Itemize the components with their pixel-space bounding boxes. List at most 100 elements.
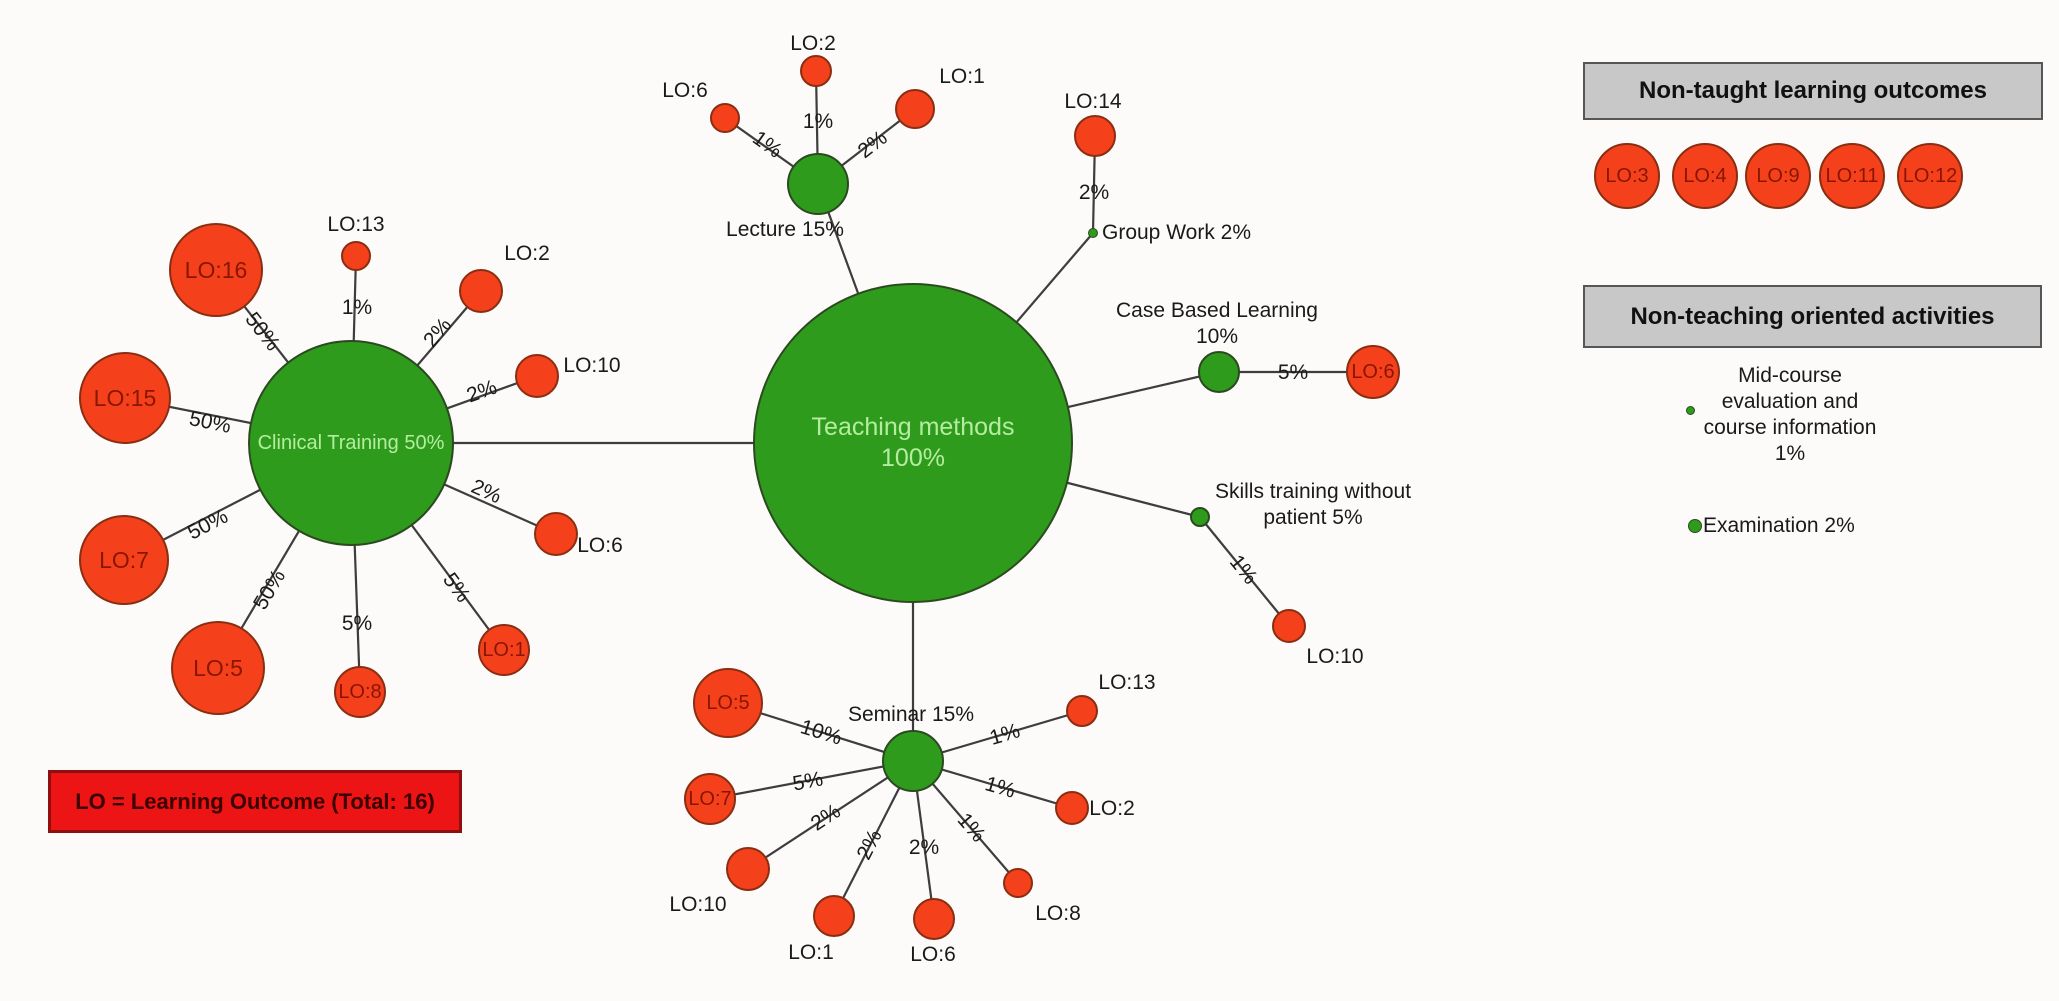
midcourse-dot-icon bbox=[1686, 406, 1695, 415]
midcourse-evaluation-label: Mid-course evaluation and course informa… bbox=[1660, 363, 1920, 467]
lo11-label: LO:11 bbox=[1825, 164, 1879, 187]
node-lo-7-clinical: LO:7 bbox=[79, 515, 169, 605]
lo3-label: LO:3 bbox=[1605, 164, 1649, 187]
label-group-work: Group Work 2% bbox=[1102, 220, 1251, 246]
node-lo-13-seminar bbox=[1066, 695, 1098, 727]
node-teaching-methods-text: 100% bbox=[881, 444, 945, 472]
node-lo-6-case-based: LO:6 bbox=[1346, 345, 1400, 399]
label-lo-1-lecture: LO:1 bbox=[939, 64, 985, 90]
node-seminar bbox=[882, 730, 944, 792]
label-seminar: Seminar 15% bbox=[848, 702, 974, 728]
label-lo-10-clinical: LO:10 bbox=[563, 353, 620, 379]
label-case-based-learning-line: 10% bbox=[1195, 325, 1239, 348]
label-lo-8-seminar-line: LO:8 bbox=[1035, 902, 1081, 925]
midcourse-line-1: Mid-course bbox=[1738, 364, 1842, 387]
examination-label: Examination 2% bbox=[1703, 514, 1855, 537]
node-lo-5-seminar-text: LO:5 bbox=[706, 691, 750, 714]
node-skills-training bbox=[1190, 507, 1210, 527]
label-lecture-line: Lecture 15% bbox=[726, 218, 844, 241]
node-lo-6-clinical bbox=[534, 512, 578, 556]
node-lecture bbox=[787, 153, 849, 215]
node-clinical-training: Clinical Training 50% bbox=[248, 340, 454, 546]
panel-non-taught-title-text: Non-taught learning outcomes bbox=[1639, 77, 1987, 104]
node-lo-6-seminar bbox=[913, 898, 955, 940]
label-lo-6-seminar: LO:6 bbox=[910, 942, 956, 968]
label-lo-10-clinical-line: LO:10 bbox=[563, 354, 621, 377]
label-lo-10-skills: LO:10 bbox=[1306, 644, 1363, 670]
node-lo-8-clinical-text: LO:8 bbox=[338, 680, 382, 703]
node-lo-1-seminar bbox=[813, 895, 855, 937]
legend-circle-lo9: LO:9 bbox=[1745, 143, 1811, 209]
midcourse-line-4: 1% bbox=[1774, 442, 1806, 465]
label-lo-14-group-work: LO:14 bbox=[1064, 89, 1121, 115]
node-lo-2-seminar bbox=[1055, 791, 1089, 825]
node-lo-15-clinical-text: LO:15 bbox=[93, 384, 157, 411]
legend-circle-lo11: LO:11 bbox=[1819, 143, 1885, 209]
label-lo-1-lecture-line: LO:1 bbox=[939, 65, 985, 88]
node-teaching-methods-text: Teaching methods bbox=[811, 412, 1015, 441]
label-lo-2-clinical: LO:2 bbox=[504, 241, 550, 267]
label-lo-2-seminar: LO:2 bbox=[1089, 796, 1135, 822]
label-lecture: Lecture 15% bbox=[726, 217, 844, 243]
label-lo-6-clinical-line: LO:6 bbox=[577, 534, 623, 557]
label-lo-13-clinical-line: LO:13 bbox=[327, 213, 385, 236]
label-case-based-learning-line: Case Based Learning bbox=[1116, 299, 1318, 322]
edge-percent-group-work-lo-14-group-work: 2% bbox=[1078, 181, 1110, 204]
label-lo-2-clinical-line: LO:2 bbox=[504, 242, 550, 265]
node-lo-10-seminar bbox=[726, 847, 770, 891]
edge-skills-training-lo-10-skills bbox=[1199, 516, 1290, 627]
label-lo-10-seminar-line: LO:10 bbox=[669, 893, 727, 916]
node-lo-6-lecture bbox=[710, 103, 740, 133]
node-lo-7-seminar: LO:7 bbox=[684, 773, 736, 825]
label-lo-6-lecture: LO:6 bbox=[662, 78, 708, 104]
node-lo-5-seminar: LO:5 bbox=[693, 668, 763, 738]
label-skills-training-line: Skills training without bbox=[1214, 480, 1412, 503]
label-lo-2-seminar-line: LO:2 bbox=[1089, 797, 1135, 820]
label-lo-14-group-work-line: LO:14 bbox=[1064, 90, 1122, 113]
edge-seminar-lo-7-seminar bbox=[709, 759, 914, 801]
label-lo-10-skills-line: LO:10 bbox=[1306, 645, 1364, 668]
node-lo-8-clinical: LO:8 bbox=[334, 666, 386, 718]
label-case-based-learning: Case Based Learning 10% bbox=[1116, 298, 1318, 350]
label-seminar-line: Seminar 15% bbox=[847, 703, 975, 726]
node-lo-7-clinical-text: LO:7 bbox=[99, 546, 149, 573]
node-lo-1-clinical-text: LO:1 bbox=[482, 638, 526, 661]
node-lo-16-clinical: LO:16 bbox=[169, 223, 263, 317]
node-teaching-methods: Teaching methods 100% bbox=[753, 283, 1073, 603]
label-lo-10-seminar: LO:10 bbox=[669, 892, 726, 918]
note-box: LO = Learning Outcome (Total: 16) bbox=[48, 770, 462, 833]
lo12-label: LO:12 bbox=[1902, 164, 1958, 187]
label-lo-1-seminar-line: LO:1 bbox=[788, 941, 834, 964]
edge-percent-case-based-learning-lo-6-case-based: 5% bbox=[1277, 361, 1309, 384]
node-lo-7-seminar-text: LO:7 bbox=[688, 787, 732, 810]
edge-percent-seminar-lo-6-seminar: 2% bbox=[908, 836, 940, 859]
label-lo-13-clinical: LO:13 bbox=[327, 212, 384, 238]
label-lo-2-lecture-line: LO:2 bbox=[790, 32, 836, 55]
edge-percent-clinical-training-lo-13-clinical: 1% bbox=[341, 296, 373, 319]
label-group-work-line: Group Work 2% bbox=[1102, 221, 1251, 244]
node-lo-1-clinical: LO:1 bbox=[478, 624, 530, 676]
node-lo-10-skills bbox=[1272, 609, 1306, 643]
node-lo-2-clinical bbox=[459, 269, 503, 313]
node-lo-13-clinical bbox=[341, 241, 371, 271]
examination-dot-icon bbox=[1688, 519, 1702, 533]
lo4-label: LO:4 bbox=[1683, 164, 1727, 187]
label-lo-6-lecture-line: LO:6 bbox=[662, 79, 708, 102]
label-lo-2-lecture: LO:2 bbox=[790, 31, 836, 57]
label-lo-6-seminar-line: LO:6 bbox=[910, 943, 956, 966]
label-skills-training-line: patient 5% bbox=[1263, 506, 1363, 529]
legend-circle-lo12: LO:12 bbox=[1897, 143, 1963, 209]
midcourse-line-3: course information bbox=[1703, 416, 1877, 439]
node-lo-15-clinical: LO:15 bbox=[79, 352, 171, 444]
node-lo-16-clinical-text: LO:16 bbox=[184, 256, 248, 283]
node-lo-14-group-work bbox=[1074, 115, 1116, 157]
note-box-text: LO = Learning Outcome (Total: 16) bbox=[75, 788, 435, 814]
label-lo-13-seminar-line: LO:13 bbox=[1098, 671, 1156, 694]
node-lo-1-lecture bbox=[895, 89, 935, 129]
node-lo-8-seminar bbox=[1003, 868, 1033, 898]
edge-seminar-lo-10-seminar bbox=[747, 760, 914, 870]
node-lo-6-case-based-text: LO:6 bbox=[1351, 360, 1395, 383]
label-lo-8-seminar: LO:8 bbox=[1035, 901, 1081, 927]
edge-percent-clinical-training-lo-8-clinical: 5% bbox=[341, 612, 373, 635]
